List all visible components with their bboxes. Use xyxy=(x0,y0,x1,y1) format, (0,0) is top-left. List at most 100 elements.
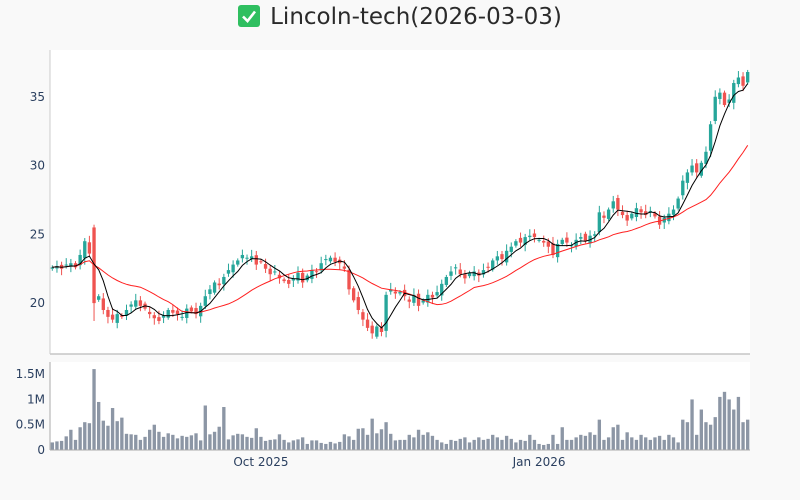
candle xyxy=(138,296,143,312)
candle xyxy=(722,90,727,108)
volume-bar xyxy=(620,439,625,450)
candle-body xyxy=(393,291,398,294)
candle-body xyxy=(148,311,152,315)
candle xyxy=(249,249,254,262)
candle-body xyxy=(560,239,564,244)
ma-short-line xyxy=(52,83,749,329)
candle-body xyxy=(639,209,643,213)
volume-bar xyxy=(583,435,588,450)
candle xyxy=(50,265,54,271)
volume-bar xyxy=(704,422,708,450)
volume-bar xyxy=(296,439,300,450)
volume-bar xyxy=(528,434,532,450)
volume-bar xyxy=(412,437,416,450)
candle-body xyxy=(708,124,713,151)
volume-bar xyxy=(444,443,449,450)
candle xyxy=(134,293,138,310)
candle-body xyxy=(602,215,606,218)
candle xyxy=(268,265,272,281)
candle xyxy=(259,259,263,264)
volume-bar xyxy=(611,427,615,450)
candle xyxy=(727,94,731,108)
candle-body xyxy=(504,250,509,263)
volume-bar xyxy=(314,440,319,450)
candle xyxy=(657,211,662,229)
volume-bar xyxy=(546,443,551,450)
volume-bar xyxy=(662,439,666,450)
candle-body xyxy=(310,270,314,279)
candle-body xyxy=(444,276,449,285)
candle xyxy=(560,237,564,247)
price-tick-label: 30 xyxy=(30,159,45,173)
candle xyxy=(236,258,240,267)
candle-body xyxy=(430,294,435,298)
candle xyxy=(291,275,296,288)
candle xyxy=(319,256,323,274)
volume-bar xyxy=(92,369,96,450)
candle-body xyxy=(528,235,532,238)
candle-body xyxy=(667,213,671,222)
candle-body xyxy=(523,237,527,245)
volume-bar xyxy=(106,425,110,450)
volume-bar xyxy=(648,439,652,450)
candle xyxy=(129,301,133,314)
volume-bar xyxy=(231,435,235,450)
candle-body xyxy=(440,283,444,296)
candle xyxy=(389,282,393,295)
candle-body xyxy=(208,289,212,295)
candle xyxy=(282,277,286,284)
candle-body xyxy=(509,246,513,252)
candle-body xyxy=(546,241,551,247)
volume-bar xyxy=(333,443,337,450)
price-tick-label: 35 xyxy=(30,90,45,104)
volume-bar xyxy=(69,429,73,450)
volume-bar xyxy=(523,440,527,450)
candle xyxy=(449,266,453,281)
volume-bar xyxy=(157,431,161,450)
volume-bar xyxy=(741,422,745,450)
volume-bar xyxy=(134,434,138,450)
volume-bar xyxy=(338,441,342,450)
volume-bar xyxy=(560,427,564,450)
candle xyxy=(333,252,337,267)
candle xyxy=(435,285,439,299)
volume-bar xyxy=(435,439,439,450)
candle xyxy=(453,264,458,275)
candle xyxy=(347,265,351,295)
ma-long-line xyxy=(52,145,749,314)
volume-bar xyxy=(606,437,611,450)
candle xyxy=(528,229,532,241)
candle-body xyxy=(653,213,657,217)
candle-body xyxy=(593,234,597,236)
volume-bar xyxy=(263,440,268,450)
volume-bar xyxy=(713,417,717,450)
candle-body xyxy=(472,271,476,277)
candle xyxy=(328,255,333,264)
candle xyxy=(59,261,64,276)
volume-bar xyxy=(73,439,78,450)
candle xyxy=(212,280,217,295)
volume-bar xyxy=(148,429,152,450)
candle xyxy=(152,312,156,325)
volume-bar xyxy=(87,423,92,450)
candle xyxy=(699,160,703,178)
candle xyxy=(695,159,699,178)
candle xyxy=(254,250,258,270)
volume-bar xyxy=(486,438,490,450)
candle-body xyxy=(486,266,490,268)
volume-bar xyxy=(356,428,360,450)
volume-bar xyxy=(504,435,509,450)
volume-bar xyxy=(416,429,421,450)
volume-bar xyxy=(55,441,59,450)
candle-body xyxy=(157,317,161,321)
candle xyxy=(639,206,643,219)
volume-bar xyxy=(708,424,713,450)
candle-body xyxy=(296,272,300,281)
volume-bar xyxy=(491,434,495,450)
candle-body xyxy=(574,239,578,247)
candle-body xyxy=(412,294,416,303)
volume-tick-label: 1M xyxy=(27,392,45,406)
candle xyxy=(263,258,268,273)
candle-body xyxy=(185,308,189,318)
candle-body xyxy=(277,274,282,279)
